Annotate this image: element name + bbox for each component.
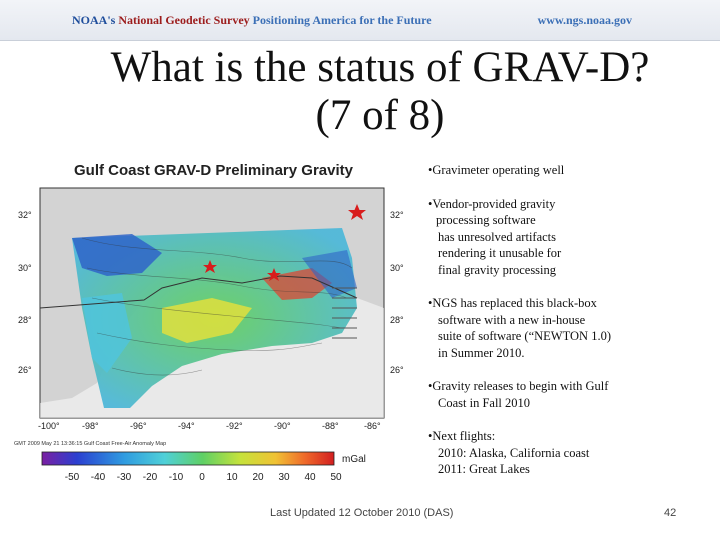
lat-label-left: 26° [18, 365, 32, 375]
lat-label-right: 28° [390, 315, 404, 325]
bullet-gravity-releases: •Gravity releases to begin with Gulf Coa… [428, 378, 708, 411]
lat-label-right: 26° [390, 365, 404, 375]
bullet-line: Coast in Fall 2010 [438, 395, 531, 410]
gravity-mid-region [82, 293, 132, 373]
colorbar-unit: mGal [342, 454, 366, 465]
colorbar-tick: -10 [169, 472, 184, 483]
bullet-line: rendering it unusable for [438, 246, 562, 260]
lon-label: -100° [38, 421, 60, 431]
airport-star-icon [348, 204, 366, 220]
lon-label: -90° [274, 421, 291, 431]
page-number: 42 [664, 507, 677, 519]
bullet-line: •Next flights: [428, 429, 496, 443]
gravity-map: Gulf Coast GRAV-D Preliminary Gravity [14, 162, 404, 483]
colorbar-tick: -20 [143, 472, 158, 483]
gravity-high-region [162, 298, 252, 343]
colorbar-tick: 30 [278, 472, 290, 483]
bullet-list: •Gravimeter operating well •Vendor-provi… [428, 162, 708, 495]
bullet-next-flights: •Next flights: 2010: Alaska, California … [428, 428, 708, 478]
lat-label-right: 32° [390, 210, 404, 220]
bullet-line: •Gravimeter operating well [428, 163, 565, 177]
lon-label: -96° [130, 421, 147, 431]
coastline [40, 275, 358, 309]
map-title: Gulf Coast GRAV-D Preliminary Gravity [74, 162, 354, 179]
airport-star-icon [267, 268, 281, 281]
gravity-map-panel: Gulf Coast GRAV-D Preliminary Gravity [12, 158, 412, 486]
org-prefix: NOAA's [72, 13, 116, 27]
contour-line-3 [91, 297, 343, 329]
bullet-line: in Summer 2010. [438, 345, 525, 360]
gravity-low-region-east [302, 250, 357, 298]
contour-line-2 [86, 267, 348, 299]
slide-title-line-2: (7 of 8) [315, 92, 445, 139]
contour-line-5 [111, 367, 203, 376]
bullet-line: •NGS has replaced this black-box [428, 296, 597, 310]
lon-label: -98° [82, 421, 99, 431]
lat-label-left: 32° [18, 210, 32, 220]
lon-label: -92° [226, 421, 243, 431]
lon-label: -94° [178, 421, 195, 431]
colorbar-tick: -50 [65, 472, 80, 483]
org-banner: NOAA's National Geodetic Survey Position… [72, 13, 432, 28]
bullet-line: software with a new in-house [438, 312, 586, 327]
footer-updated: Last Updated 12 October 2010 (DAS) [270, 507, 454, 519]
bullet-line: 2011: Great Lakes [438, 462, 530, 476]
bullet-line: processing software [436, 213, 536, 227]
bullet-line: 2010: Alaska, California coast [438, 445, 590, 460]
gravity-low-region [72, 234, 162, 276]
bullet-line: suite of software (“NEWTON 1.0) [438, 329, 611, 343]
colorbar-tick: 10 [226, 472, 238, 483]
lat-label-left: 30° [18, 263, 32, 273]
slide-title: What is the status of GRAV-D? (7 of 8) [0, 44, 720, 140]
lat-label-right: 30° [390, 263, 404, 273]
contour-line-4 [96, 332, 323, 351]
colorbar-tick: 50 [330, 472, 342, 483]
lat-label-left: 28° [18, 315, 32, 325]
org-name: National Geodetic Survey [118, 13, 250, 27]
colorbar-tick: -30 [117, 472, 132, 483]
header-bar: NOAA's National Geodetic Survey Position… [0, 0, 720, 41]
lon-label: -86° [364, 421, 381, 431]
colorbar-tick: 20 [252, 472, 264, 483]
lon-label: -88° [322, 421, 339, 431]
slide-title-line-1: What is the status of GRAV-D? [110, 44, 650, 91]
colorbar-tick: 40 [304, 472, 316, 483]
website-link[interactable]: www.ngs.noaa.gov [537, 13, 632, 27]
org-tagline: Positioning America for the Future [252, 13, 432, 27]
map-credit: GMT 2009 May 21 13:36:15 Gulf Coast Free… [14, 441, 166, 447]
colorbar-tick: 0 [199, 472, 205, 483]
bullet-ngs-newton: •NGS has replaced this black-box softwar… [428, 295, 708, 361]
airport-star-icon [203, 260, 217, 273]
bullet-vendor-software: •Vendor-provided gravity processing soft… [428, 196, 708, 279]
bullet-line: •Gravity releases to begin with Gulf [428, 379, 609, 393]
bullet-line: final gravity processing [438, 262, 557, 277]
colorbar-tick: -40 [91, 472, 106, 483]
colorbar [41, 451, 335, 466]
bullet-line: has unresolved artifacts [438, 229, 557, 244]
bullet-line: •Vendor-provided gravity [428, 196, 556, 211]
bullet-gravimeter: •Gravimeter operating well [428, 162, 708, 179]
contour-line-1 [81, 237, 353, 269]
